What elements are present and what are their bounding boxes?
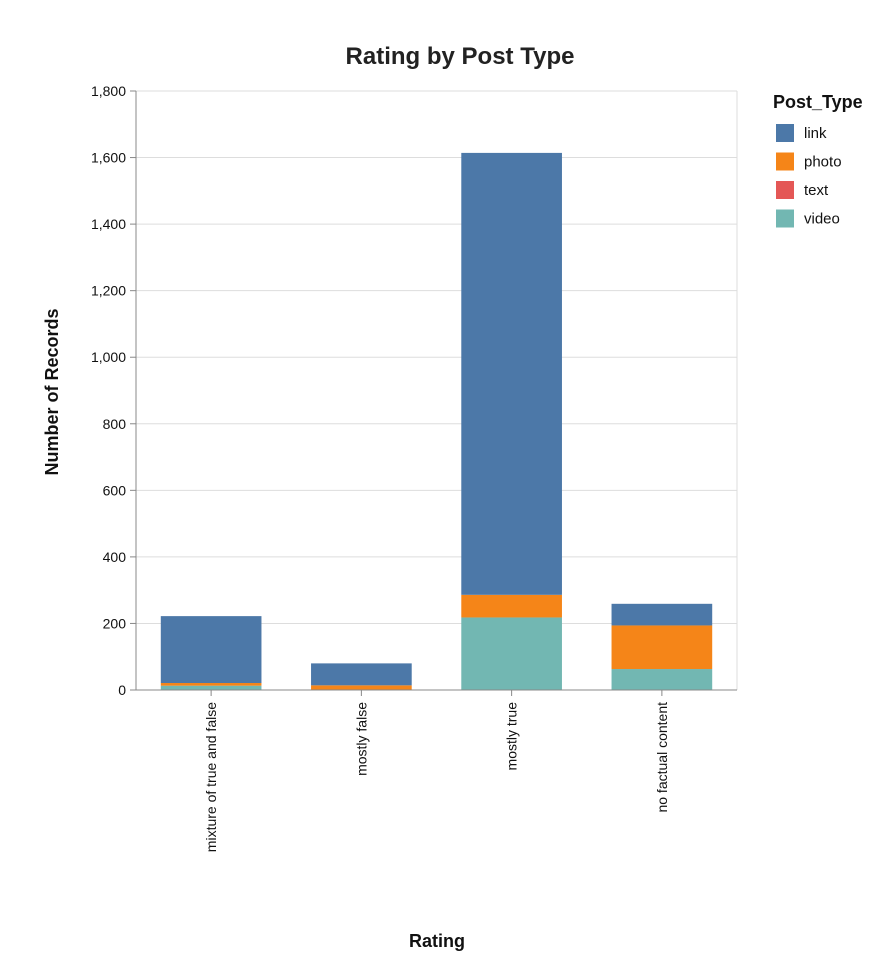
- bar-photo: [161, 683, 262, 686]
- bars: [161, 153, 712, 690]
- y-axis-title: Number of Records: [42, 308, 62, 475]
- x-axis-title: Rating: [409, 931, 465, 951]
- y-tick-label: 600: [103, 482, 127, 498]
- legend-label-photo: photo: [804, 154, 842, 171]
- y-tick-label: 1,600: [91, 150, 126, 166]
- bar-video: [461, 617, 562, 690]
- bar-link: [461, 153, 562, 595]
- bar-photo: [311, 685, 412, 689]
- bar-video: [161, 686, 262, 690]
- y-tick-label: 1,000: [91, 349, 126, 365]
- y-tick-label: 1,400: [91, 216, 126, 232]
- y-tick-label: 200: [103, 615, 127, 631]
- bar-link: [612, 604, 713, 626]
- y-tick-label: 800: [103, 416, 127, 432]
- y-tick-label: 1,800: [91, 83, 126, 99]
- x-tick-label: mostly false: [353, 702, 369, 776]
- legend-swatch-photo: [776, 153, 794, 171]
- legend-swatch-video: [776, 210, 794, 228]
- bar-photo: [461, 595, 562, 618]
- x-tick-label: mostly true: [504, 702, 520, 771]
- bar-link: [311, 663, 412, 685]
- legend-label-video: video: [804, 211, 840, 228]
- x-tick-label: no factual content: [654, 702, 670, 813]
- chart-title: Rating by Post Type: [346, 43, 575, 70]
- bar-link: [161, 616, 262, 683]
- y-tick-label: 0: [118, 682, 126, 698]
- legend-label-text: text: [804, 182, 829, 199]
- bar-photo: [612, 625, 713, 669]
- legend-title: Post_Type: [773, 92, 863, 112]
- bar-video: [612, 669, 713, 690]
- y-tick-label: 400: [103, 549, 127, 565]
- x-tick-label: mixture of true and false: [203, 702, 219, 852]
- legend: Post_Type link photo text video: [773, 92, 863, 228]
- gridlines: [136, 91, 737, 690]
- legend-label-link: link: [804, 125, 827, 142]
- legend-swatch-link: [776, 124, 794, 142]
- legend-swatch-text: [776, 181, 794, 199]
- axes: 0 200 400 600 800 1,000 1,200 1,400 1,600 1,800 mi…: [91, 83, 737, 852]
- y-tick-label: 1,200: [91, 283, 126, 299]
